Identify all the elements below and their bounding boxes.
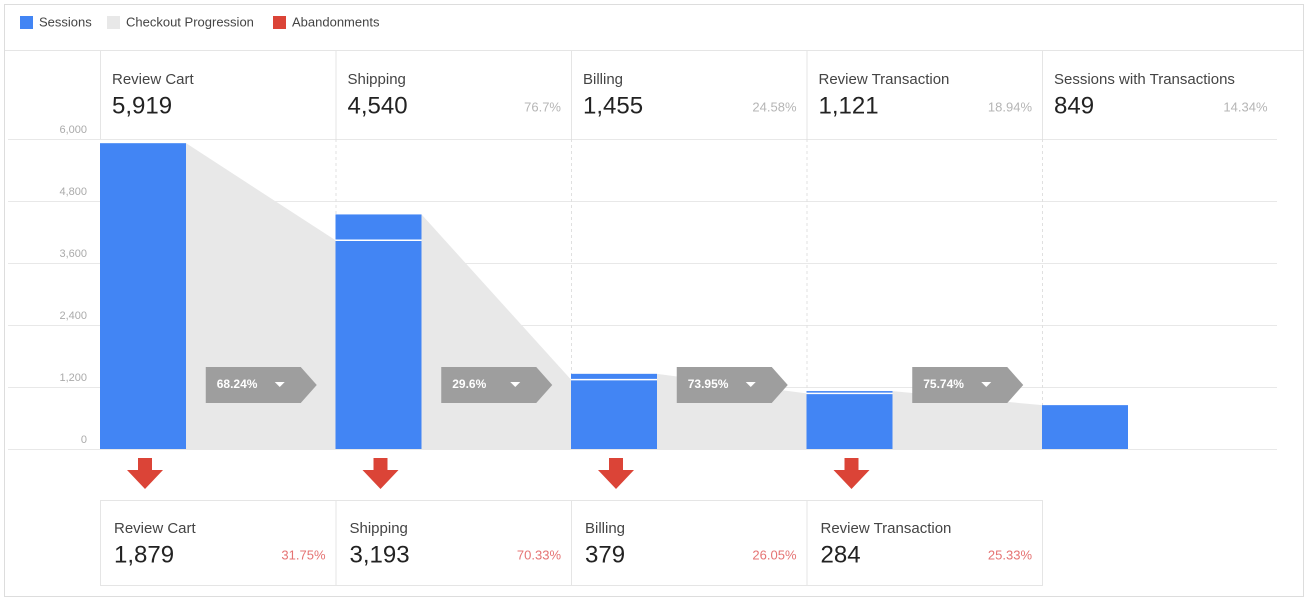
abandonment-arrow <box>362 458 399 489</box>
progression-arrow <box>205 367 317 403</box>
abandonment-share: 25.33% <box>988 547 1033 562</box>
abandonment-share: 31.75% <box>281 547 326 562</box>
y-tick-label: 3,600 <box>59 248 87 260</box>
step-share: 18.94% <box>988 99 1033 114</box>
step-value: 4,540 <box>348 92 408 119</box>
abandonment-arrow <box>127 458 163 489</box>
abandonment-arrow <box>833 458 870 489</box>
y-tick-label: 0 <box>81 434 87 446</box>
legend-label: Checkout Progression <box>126 14 254 29</box>
y-tick-label: 2,400 <box>59 310 87 322</box>
bar <box>571 373 657 449</box>
abandonment-arrow <box>598 458 634 489</box>
y-tick-label: 4,800 <box>59 186 87 198</box>
abandonment-name: Review Transaction <box>821 520 952 537</box>
dropdown-caret <box>510 382 521 387</box>
step-name: Review Transaction <box>819 71 950 88</box>
step-share: 76.7% <box>524 99 561 114</box>
legend-swatch <box>107 16 120 29</box>
abandonment-name: Billing <box>585 520 625 537</box>
abandonment-name: Shipping <box>350 520 408 537</box>
abandonment-name: Review Cart <box>114 520 197 537</box>
abandonment-value: 3,193 <box>350 541 410 568</box>
step-value: 1,455 <box>583 92 643 119</box>
dropdown-caret <box>274 382 285 387</box>
progression-arrow <box>912 367 1024 403</box>
step-share: 14.34% <box>1223 99 1268 114</box>
bar <box>806 391 893 449</box>
abandonment-value: 1,879 <box>114 541 174 568</box>
progression-label: 29.6% <box>452 377 486 391</box>
bar <box>100 143 186 449</box>
progression-label: 75.74% <box>923 377 964 391</box>
abandonment-share: 70.33% <box>517 547 562 562</box>
bar <box>1042 405 1128 449</box>
abandonment-share: 26.05% <box>752 547 797 562</box>
progression-arrow <box>441 367 553 403</box>
bar <box>335 214 422 449</box>
y-tick-label: 1,200 <box>59 372 87 384</box>
progression-area <box>892 391 1042 449</box>
step-value: 5,919 <box>112 92 172 119</box>
dropdown-caret <box>745 382 756 387</box>
step-name: Shipping <box>348 71 406 88</box>
step-share: 24.58% <box>752 99 797 114</box>
legend-swatch <box>20 16 33 29</box>
progression-arrow <box>676 367 788 403</box>
abandonment-value: 379 <box>585 541 625 568</box>
step-value: 1,121 <box>819 92 879 119</box>
legend-label: Abandonments <box>292 14 380 29</box>
step-name: Review Cart <box>112 71 195 88</box>
progression-label: 68.24% <box>217 377 258 391</box>
step-name: Billing <box>583 71 623 88</box>
dropdown-caret <box>981 382 992 387</box>
legend-label: Sessions <box>39 14 92 29</box>
progression-label: 73.95% <box>688 377 729 391</box>
step-name: Sessions with Transactions <box>1054 71 1235 88</box>
y-tick-label: 6,000 <box>59 124 87 136</box>
legend-swatch <box>273 16 286 29</box>
step-value: 849 <box>1054 92 1094 119</box>
abandonment-value: 284 <box>821 541 861 568</box>
